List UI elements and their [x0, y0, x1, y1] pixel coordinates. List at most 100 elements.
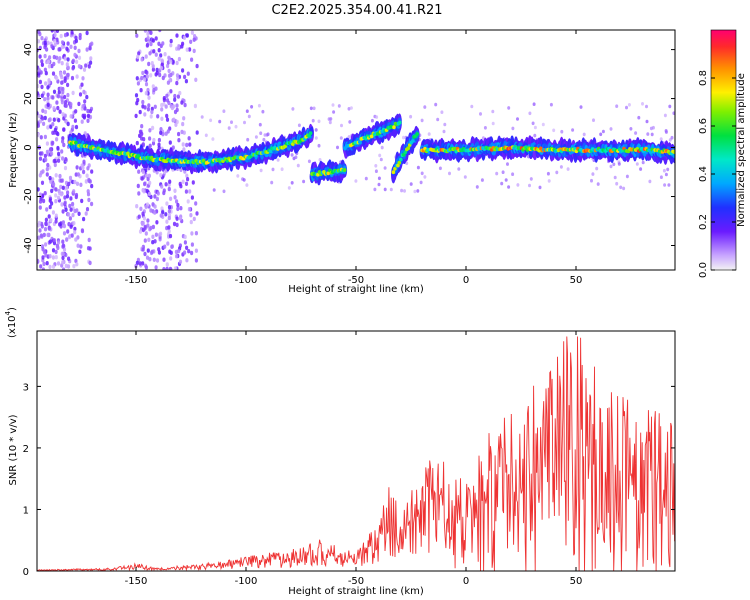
heatmap-cell	[172, 221, 177, 227]
heatmap-cell	[86, 189, 90, 194]
heatmap-cell	[88, 260, 92, 266]
heatmap-cell	[74, 140, 78, 145]
heatmap-cell	[528, 111, 532, 116]
heatmap-cell	[475, 185, 479, 189]
heatmap-cell	[135, 101, 139, 106]
heatmap-cell	[247, 114, 251, 119]
heatmap-cell	[82, 169, 86, 175]
heatmap-cell	[143, 77, 147, 82]
heatmap-cell	[141, 170, 146, 175]
heatmap-cell	[184, 189, 188, 194]
heatmap-cell	[151, 67, 155, 72]
heatmap-cell	[349, 106, 353, 110]
heatmap-cell	[136, 54, 140, 60]
heatmap-cell	[190, 250, 194, 256]
heatmap-cell	[192, 48, 196, 54]
heatmap-cell	[63, 56, 67, 61]
heatmap-cell	[136, 183, 140, 189]
heatmap-cell	[141, 70, 145, 76]
snr-y-ticks: 0 1 2 3	[23, 382, 675, 578]
heatmap-cell	[58, 173, 62, 179]
spectrogram-panel: -150 -100 -50 0 50 40 20 0 -20 -40 Height of str…	[8, 29, 676, 295]
colorbar-gradient	[710, 29, 737, 271]
spectrogram-y-ticks: 40 20 0 -20 -40	[23, 43, 675, 254]
heatmap-cell	[176, 76, 180, 81]
heatmap-cell	[138, 109, 142, 115]
heatmap-cell	[495, 171, 499, 176]
heatmap-cell	[37, 235, 41, 240]
heatmap-cell	[162, 188, 166, 193]
heatmap-cell	[66, 92, 70, 98]
heatmap-cell	[148, 257, 152, 262]
x-tick-label: 50	[570, 576, 583, 587]
heatmap-cell	[48, 204, 52, 210]
heatmap-cell	[75, 59, 79, 64]
heatmap-cell	[348, 120, 352, 124]
heatmap-cell	[46, 96, 50, 101]
heatmap-cell	[175, 216, 179, 221]
heatmap-cell	[79, 244, 83, 249]
heatmap-cell	[68, 175, 73, 181]
heatmap-cell	[38, 45, 42, 51]
heatmap-cell	[373, 187, 377, 192]
heatmap-cell	[507, 106, 511, 110]
heatmap-cell	[144, 54, 148, 59]
heatmap-cell	[377, 182, 381, 187]
heatmap-cell	[560, 129, 564, 134]
heatmap-cell	[400, 188, 404, 193]
heatmap-cell	[291, 107, 295, 111]
heatmap-cell	[43, 153, 48, 159]
heatmap-cell	[167, 209, 171, 214]
heatmap-cell	[150, 61, 154, 66]
heatmap-cell	[332, 110, 336, 114]
heatmap-cell	[257, 103, 261, 108]
heatmap-cell	[62, 70, 67, 75]
heatmap-cell	[662, 168, 666, 173]
heatmap-cell	[549, 102, 553, 107]
heatmap-cell	[143, 224, 147, 230]
heatmap-cell	[59, 192, 64, 197]
heatmap-cell	[180, 100, 184, 105]
heatmap-cell	[49, 147, 53, 152]
heatmap-cell	[185, 142, 189, 148]
heatmap-cell	[159, 53, 163, 58]
heatmap-cell	[609, 127, 613, 131]
heatmap-cell	[181, 41, 185, 46]
heatmap-cell	[354, 179, 358, 183]
heatmap-cell	[194, 248, 198, 253]
heatmap-cell	[188, 47, 192, 52]
heatmap-cell	[258, 122, 262, 127]
heatmap-cell	[152, 257, 156, 262]
heatmap-cell	[664, 130, 668, 134]
heatmap-cell	[44, 81, 48, 86]
heatmap-cell	[622, 186, 626, 191]
heatmap-cell	[175, 73, 180, 78]
heatmap-cell	[165, 113, 169, 119]
heatmap-cell	[194, 258, 198, 263]
heatmap-cell	[144, 265, 148, 270]
heatmap-cell	[148, 143, 152, 148]
heatmap-cell	[43, 40, 47, 46]
heatmap-cell	[43, 53, 47, 59]
spectrogram-x-ticks: -150 -100 -50 0 50	[125, 30, 582, 286]
x-tick-label: -150	[125, 576, 148, 587]
heatmap-cell	[167, 186, 171, 192]
heatmap-cell	[37, 258, 40, 264]
y-tick-label: 2	[23, 444, 29, 455]
heatmap-cell	[294, 155, 298, 159]
heatmap-cell	[582, 132, 586, 137]
heatmap-cell	[155, 258, 160, 263]
heatmap-cell	[173, 195, 177, 200]
heatmap-cell	[243, 120, 246, 125]
heatmap-cell	[165, 262, 169, 267]
heatmap-cell	[42, 249, 47, 255]
heatmap-cell	[175, 103, 179, 108]
colorbar-tick-label: 0.4	[698, 166, 709, 182]
heatmap-cell	[43, 227, 48, 232]
x-tick-label: -50	[348, 576, 364, 587]
heatmap-cell	[66, 121, 70, 127]
heatmap-cell	[149, 208, 153, 213]
y-tick-label: 1	[23, 505, 29, 516]
heatmap-cell	[180, 129, 184, 135]
heatmap-cell	[177, 131, 181, 137]
